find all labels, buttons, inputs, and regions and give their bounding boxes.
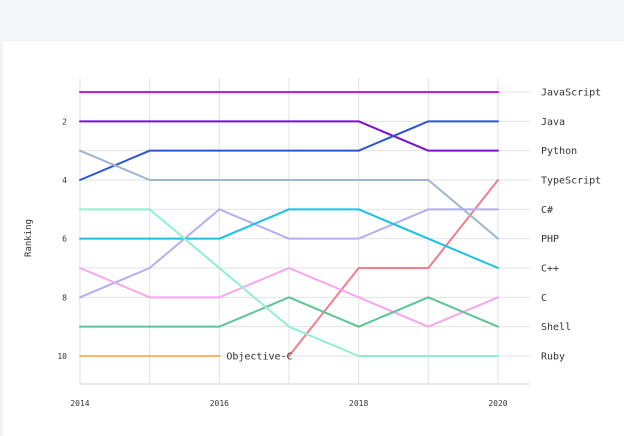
grid [79, 78, 530, 385]
series-label-java: Java [541, 117, 565, 128]
y-tick-label: 10 [57, 352, 67, 361]
series-line-python [79, 120, 499, 152]
y-tick-label: 4 [62, 176, 67, 185]
series-lines [79, 91, 499, 357]
series-label-python: Python [541, 146, 577, 157]
series-line-java [79, 120, 499, 181]
series-label-c-: C++ [541, 264, 559, 275]
series-label-shell: Shell [541, 322, 571, 333]
x-tick-label: 2018 [349, 399, 368, 408]
y-axis-title: Ranking [24, 219, 34, 257]
annotation-label: Objective-C [226, 352, 292, 363]
labels: JavaScript Python Java TypeScript C# PHP C++ C S… [24, 88, 601, 409]
x-tick-label: 2020 [488, 399, 507, 408]
header-band [0, 0, 624, 41]
x-tick-label: 2016 [210, 399, 229, 408]
series-label-c: C [541, 293, 547, 304]
series-label-php: PHP [541, 234, 559, 245]
series-label-typescript: TypeScript [541, 176, 601, 187]
y-tick-label: 2 [62, 117, 67, 126]
series-line-php [79, 149, 499, 240]
series-label-javascript: JavaScript [541, 88, 601, 99]
series-line-shell [79, 296, 499, 328]
panel-edge [0, 40, 3, 436]
series-line-c- [79, 208, 499, 299]
y-tick-label: 8 [62, 293, 67, 302]
y-tick-label: 6 [62, 235, 67, 244]
series-label-ruby: Ruby [541, 352, 565, 363]
x-tick-label: 2014 [70, 399, 89, 408]
series-label-c-: C# [541, 205, 553, 216]
series-line-c- [79, 208, 499, 269]
series-line-ruby [79, 208, 499, 357]
series-line-c [79, 267, 499, 328]
